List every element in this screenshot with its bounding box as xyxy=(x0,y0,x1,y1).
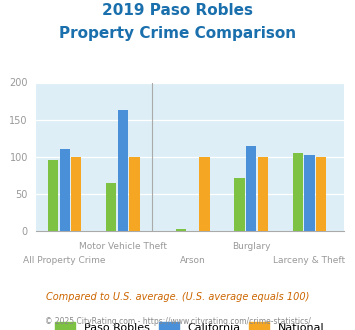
Bar xyxy=(246,147,256,231)
Text: © 2025 CityRating.com - https://www.cityrating.com/crime-statistics/: © 2025 CityRating.com - https://www.city… xyxy=(45,317,310,326)
Bar xyxy=(71,157,81,231)
Text: Motor Vehicle Theft: Motor Vehicle Theft xyxy=(79,242,167,251)
Bar xyxy=(176,229,186,231)
Text: Compared to U.S. average. (U.S. average equals 100): Compared to U.S. average. (U.S. average … xyxy=(46,292,309,302)
Bar xyxy=(200,157,209,231)
Text: Burglary: Burglary xyxy=(232,242,271,251)
Bar xyxy=(234,178,245,231)
Bar xyxy=(130,157,140,231)
Bar xyxy=(48,160,58,231)
Text: All Property Crime: All Property Crime xyxy=(23,256,106,265)
Text: Arson: Arson xyxy=(180,256,206,265)
Text: Larceny & Theft: Larceny & Theft xyxy=(273,256,345,265)
Bar xyxy=(304,154,315,231)
Bar xyxy=(106,183,116,231)
Bar xyxy=(118,110,128,231)
Bar xyxy=(293,153,303,231)
Bar xyxy=(60,149,70,231)
Bar xyxy=(258,157,268,231)
Legend: Paso Robles, California, National: Paso Robles, California, National xyxy=(51,318,328,330)
Bar xyxy=(316,157,326,231)
Text: 2019 Paso Robles: 2019 Paso Robles xyxy=(102,3,253,18)
Text: Property Crime Comparison: Property Crime Comparison xyxy=(59,26,296,41)
